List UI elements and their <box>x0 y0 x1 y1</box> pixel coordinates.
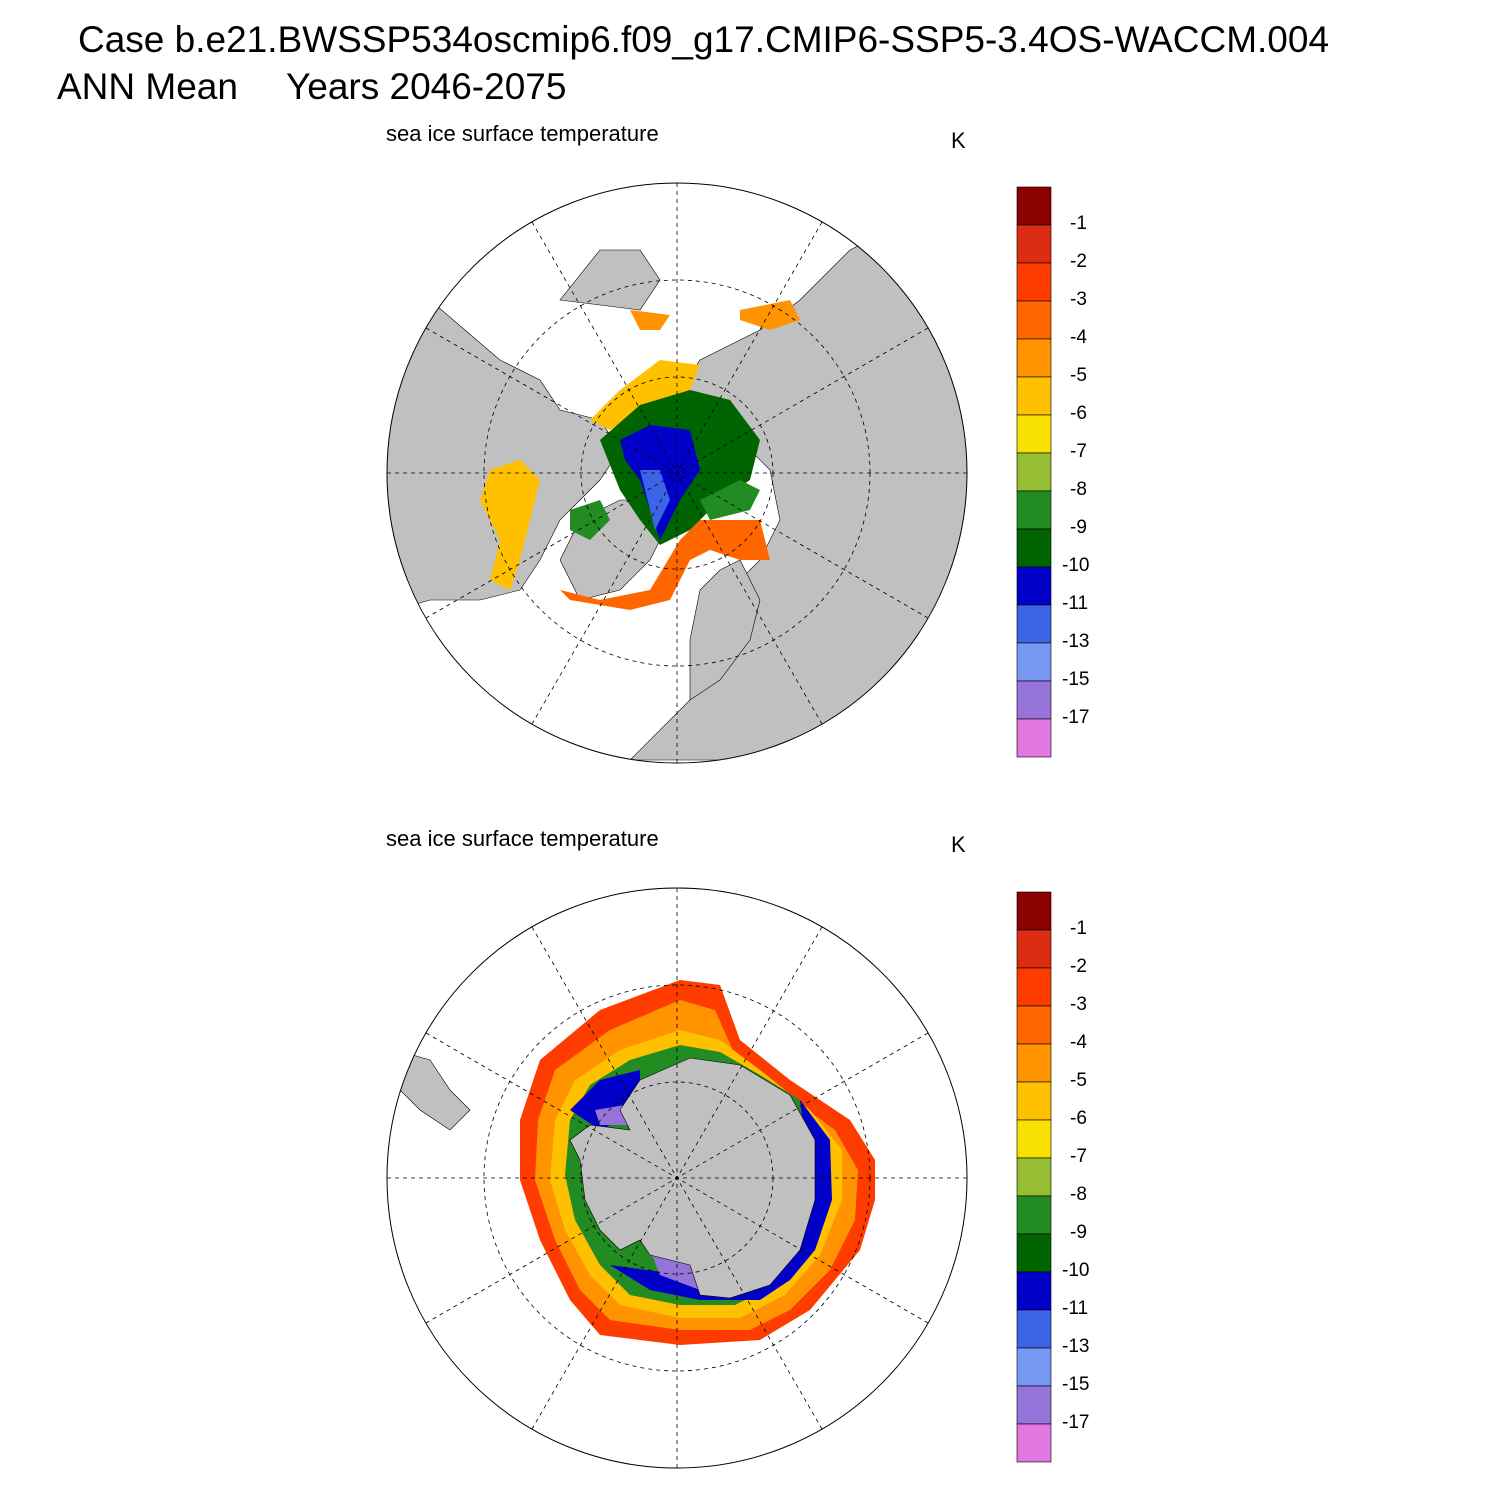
north-colorbar-tick-label: -1 <box>1070 213 1087 234</box>
south-colorbar-tick-label: -6 <box>1070 1108 1087 1129</box>
north-colorbar-box <box>1016 680 1052 720</box>
north-colorbar-box <box>1016 300 1052 340</box>
season-label: ANN Mean <box>57 66 238 107</box>
south-colorbar-box <box>1016 891 1052 931</box>
south-colorbar-box <box>1016 1385 1052 1425</box>
north-colorbar-tick-label: -2 <box>1070 251 1087 272</box>
antarctic-map <box>387 888 967 1468</box>
antarctic-graticule <box>387 888 967 1468</box>
south-colorbar-box <box>1016 1309 1052 1349</box>
years-label: Years 2046-2075 <box>285 66 567 107</box>
antarctic-map-border <box>386 887 968 1469</box>
south-colorbar-box <box>1016 1157 1052 1197</box>
south-colorbar-box <box>1016 1043 1052 1083</box>
north-colorbar-box <box>1016 262 1052 302</box>
south-colorbar-tick-label: -5 <box>1070 1070 1087 1091</box>
okhotsk-ice <box>740 300 800 330</box>
north-colorbar-box <box>1016 452 1052 492</box>
north-colorbar-box <box>1016 376 1052 416</box>
arctic-ice-orange <box>590 360 700 430</box>
europe-landmass <box>689 559 761 701</box>
south-colorbar-tick-label: -1 <box>1070 918 1087 939</box>
north-colorbar-tick-label: -15 <box>1062 669 1090 690</box>
north-colorbar-box <box>1016 718 1052 758</box>
case-title: Case b.e21.BWSSP534oscmip6.f09_g17.CMIP6… <box>78 19 1330 60</box>
north-colorbar-tick-label: -4 <box>1070 327 1087 348</box>
north-colorbar-tick-label: -11 <box>1062 593 1089 614</box>
north-colorbar-tick-label: -9 <box>1070 517 1087 538</box>
south-colorbar-tick-label: -2 <box>1070 956 1087 977</box>
south-colorbar-tick-label: -9 <box>1070 1222 1087 1243</box>
north-colorbar-tick-label: -5 <box>1070 365 1087 386</box>
north-america-landmass <box>387 299 621 621</box>
south-colorbar-tick-label: -17 <box>1062 1412 1090 1433</box>
north-colorbar-box <box>1016 566 1052 606</box>
bering-ice <box>630 310 670 330</box>
south-panel-title: sea ice surface temperature <box>386 826 659 851</box>
south-colorbar-tick-label: -10 <box>1062 1260 1090 1281</box>
baffin-bay-ice <box>480 460 540 590</box>
arctic-map <box>387 183 967 763</box>
south-colorbar-box <box>1016 929 1052 969</box>
south-colorbar-tick-label: -11 <box>1062 1298 1089 1319</box>
arctic-ice-midgreen <box>700 480 760 520</box>
south-colorbar-box <box>1016 1271 1052 1311</box>
south-colorbar-box <box>1016 1081 1052 1121</box>
alaska-landmass <box>559 249 661 311</box>
south-colorbar-box <box>1016 967 1052 1007</box>
north-colorbar-box <box>1016 186 1052 226</box>
north-colorbar-tick-label: -7 <box>1070 441 1087 462</box>
north-colorbar <box>1016 186 1052 758</box>
ice-ring-blue <box>570 1070 832 1300</box>
arctic-graticule <box>387 183 967 763</box>
south-colorbar-tick-label: -13 <box>1062 1336 1090 1357</box>
season-years-line: ANN Mean Years 2046-2075 <box>57 67 566 107</box>
south-colorbar-box <box>1016 1233 1052 1273</box>
north-colorbar-tick-label: -13 <box>1062 631 1090 652</box>
north-colorbar-box <box>1016 604 1052 644</box>
south-colorbar <box>1016 891 1052 1463</box>
south-colorbar-tick-label: -4 <box>1070 1032 1087 1053</box>
north-units-label: K <box>951 128 966 153</box>
south-colorbar-tick-label: -7 <box>1070 1146 1087 1167</box>
north-colorbar-tick-label: -6 <box>1070 403 1087 424</box>
south-colorbar-box <box>1016 1119 1052 1159</box>
north-colorbar-tick-label: -8 <box>1070 479 1087 500</box>
north-colorbar-tick-label: -3 <box>1070 289 1087 310</box>
north-colorbar-box <box>1016 414 1052 454</box>
arctic-map-border <box>386 182 968 764</box>
north-colorbar-box <box>1016 224 1052 264</box>
north-colorbar-box <box>1016 338 1052 378</box>
south-colorbar-box <box>1016 1195 1052 1235</box>
north-panel-title: sea ice surface temperature <box>386 121 659 146</box>
south-colorbar-box <box>1016 1005 1052 1045</box>
south-america-landmass <box>394 1049 471 1131</box>
north-colorbar-box <box>1016 490 1052 530</box>
south-colorbar-box <box>1016 1347 1052 1387</box>
south-units-label: K <box>951 832 966 857</box>
south-colorbar-tick-label: -15 <box>1062 1374 1090 1395</box>
north-colorbar-tick-label: -17 <box>1062 707 1090 728</box>
north-colorbar-box <box>1016 528 1052 568</box>
south-colorbar-tick-label: -3 <box>1070 994 1087 1015</box>
south-colorbar-box <box>1016 1423 1052 1463</box>
arctic-ice-lightblue <box>640 470 670 530</box>
north-colorbar-tick-label: -10 <box>1062 555 1090 576</box>
south-colorbar-tick-label: -8 <box>1070 1184 1087 1205</box>
north-colorbar-box <box>1016 642 1052 682</box>
